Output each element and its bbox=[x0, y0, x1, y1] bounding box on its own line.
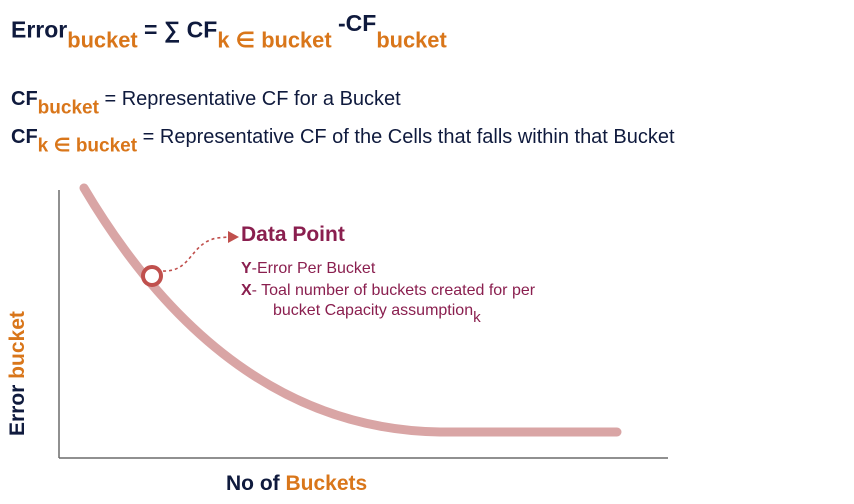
error-curve bbox=[79, 183, 622, 437]
error-formula: Errorbucket = ∑ CFk ∈ bucket -CFbucket bbox=[11, 10, 447, 53]
data-point-title: Data Point bbox=[241, 223, 345, 246]
y-axis-label: Error bucket bbox=[6, 311, 29, 436]
data-point-y-description: Y-Error Per Bucket bbox=[241, 260, 376, 277]
connector-arrowhead bbox=[228, 231, 239, 243]
x-axis-label: No of Buckets bbox=[226, 472, 368, 495]
data-point-x-description-continued: bucket Capacity assumptionk bbox=[273, 302, 481, 326]
definition-cf-k-in-bucket: CFk ∈ bucket = Representative CF of the … bbox=[11, 126, 675, 157]
data-point-marker bbox=[141, 265, 163, 287]
data-point-connector bbox=[162, 236, 230, 272]
definition-cf-bucket: CFbucket = Representative CF for a Bucke… bbox=[11, 88, 401, 119]
data-point-x-description: X- Toal number of buckets created for pe… bbox=[241, 282, 536, 299]
